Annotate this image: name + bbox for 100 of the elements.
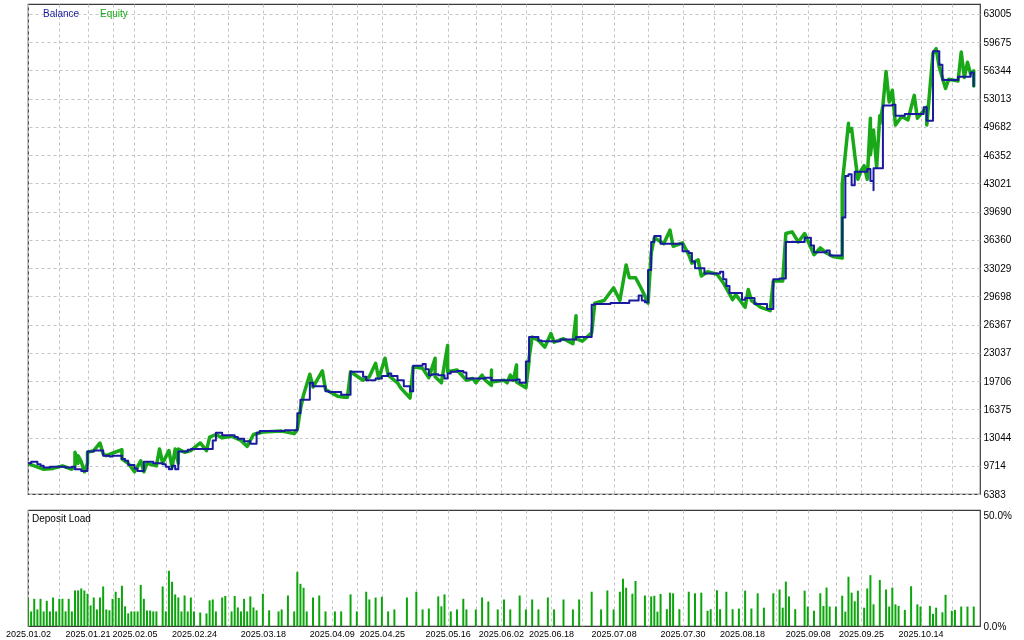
bar: [960, 606, 963, 626]
bar: [456, 609, 459, 626]
bar: [919, 606, 922, 626]
bar: [52, 597, 55, 626]
bar: [762, 607, 765, 626]
bar: [928, 605, 931, 626]
bar: [531, 599, 534, 626]
x-tick-label: 2025.04.25: [359, 628, 405, 639]
bar: [622, 578, 624, 626]
bar: [133, 611, 136, 626]
bar: [208, 600, 211, 626]
bar: [634, 580, 637, 626]
bar: [772, 593, 775, 626]
bar: [606, 590, 609, 626]
bar: [737, 608, 740, 626]
bar: [659, 593, 662, 626]
y-tick-label: 26367: [983, 319, 1012, 331]
bar: [349, 594, 352, 626]
y-tick-label: 29698: [983, 290, 1012, 302]
bar: [650, 596, 653, 626]
bar: [953, 609, 956, 626]
x-tick-label: 2025.03.18: [240, 628, 286, 639]
bar: [443, 594, 446, 626]
bar: [834, 606, 837, 626]
bar: [161, 586, 164, 626]
bar: [355, 611, 358, 626]
bar: [750, 608, 753, 626]
bar: [86, 593, 89, 626]
y-tick-label: 39690: [983, 206, 1012, 218]
bar: [694, 593, 697, 626]
y-tick-label: 19706: [983, 375, 1012, 387]
bar: [130, 611, 133, 626]
bar: [199, 612, 202, 626]
bar: [340, 611, 343, 626]
bar: [481, 597, 484, 626]
bar: [189, 597, 192, 626]
bar: [935, 607, 938, 626]
bar: [243, 598, 246, 626]
bar: [631, 593, 634, 626]
bar: [643, 595, 646, 626]
bar: [487, 601, 490, 626]
bar: [496, 609, 499, 626]
bar: [872, 604, 875, 626]
bar: [850, 592, 853, 626]
bar: [224, 595, 227, 626]
bar: [405, 597, 408, 626]
bar: [393, 609, 396, 626]
bar: [80, 588, 83, 626]
bar: [324, 611, 327, 626]
y-tick-label: 16375: [983, 403, 1012, 415]
x-tick-label: 2025.09.25: [838, 628, 885, 639]
y-tick-label: 50.0%: [983, 510, 1012, 522]
x-tick-label: 2025.06.02: [478, 628, 524, 639]
bar: [83, 590, 86, 626]
bar: [856, 590, 859, 626]
bar: [756, 593, 759, 626]
bar: [590, 591, 593, 626]
bar: [255, 610, 258, 626]
bar: [897, 605, 900, 626]
bar: [311, 597, 314, 626]
bar: [562, 599, 565, 626]
bar: [286, 595, 289, 626]
bar: [546, 597, 549, 626]
bar: [462, 598, 465, 626]
bar: [177, 597, 180, 626]
bar: [944, 594, 947, 626]
bar: [421, 609, 424, 626]
bar: [149, 610, 152, 626]
x-tick-label: 2025.07.30: [660, 628, 706, 639]
bar: [114, 591, 117, 626]
x-tick-label: 2025.02.05: [112, 628, 158, 639]
y-tick-label: 53013: [983, 93, 1012, 105]
bar: [687, 591, 690, 626]
bar: [715, 590, 718, 626]
bar: [280, 609, 283, 626]
x-tick-label: 2025.01.21: [65, 628, 111, 639]
bar: [509, 609, 512, 626]
bar: [249, 596, 252, 626]
bar: [333, 611, 336, 626]
bar: [700, 592, 703, 626]
bar: [537, 609, 540, 626]
bar: [268, 610, 271, 626]
bar: [167, 570, 170, 626]
bar: [950, 610, 953, 626]
bar: [277, 611, 280, 626]
y-tick-label: 9714: [983, 460, 1007, 472]
bar: [374, 597, 377, 626]
y-tick-label: 13044: [983, 432, 1012, 444]
bar: [296, 571, 299, 626]
bar: [819, 593, 822, 626]
bar: [73, 590, 76, 626]
bar: [878, 580, 881, 626]
bar: [744, 590, 747, 626]
bar: [211, 599, 214, 626]
y-tick-label: 43021: [983, 177, 1012, 189]
x-tick-label: 2025.09.08: [785, 628, 831, 639]
x-tick-label: 2025.02.24: [171, 628, 217, 639]
bar: [672, 593, 675, 626]
y-tick-label: 33029: [983, 262, 1012, 274]
bar: [61, 598, 64, 626]
